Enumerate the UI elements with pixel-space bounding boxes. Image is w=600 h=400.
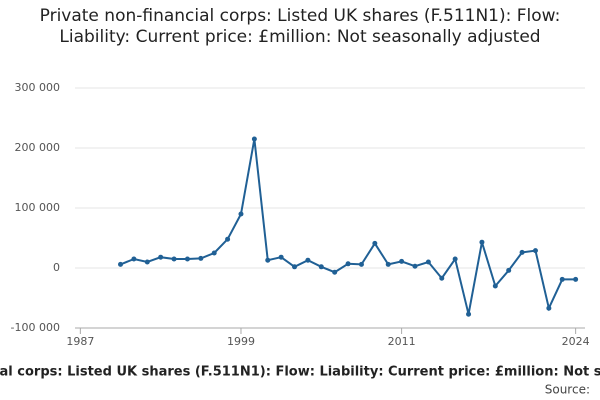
data-point bbox=[479, 239, 485, 245]
data-point bbox=[171, 256, 177, 262]
data-point bbox=[439, 275, 445, 281]
data-point bbox=[425, 259, 431, 265]
data-point bbox=[184, 256, 190, 262]
data-point bbox=[399, 258, 405, 264]
data-point bbox=[412, 263, 418, 269]
chart-title: Private non-financial corps: Listed UK s… bbox=[39, 6, 561, 47]
data-point bbox=[452, 256, 458, 262]
data-point bbox=[292, 264, 298, 270]
data-point bbox=[358, 261, 364, 267]
x-tick-label: 1999 bbox=[227, 335, 255, 348]
y-tick-label: 300 000 bbox=[15, 81, 61, 94]
data-point bbox=[546, 305, 552, 311]
data-point bbox=[332, 269, 338, 275]
data-point bbox=[144, 259, 150, 265]
y-tick-label: 100 000 bbox=[15, 201, 61, 214]
x-tick-label: 2024 bbox=[562, 335, 590, 348]
data-point bbox=[278, 254, 284, 260]
data-point bbox=[238, 211, 244, 217]
data-point bbox=[158, 254, 164, 260]
data-point bbox=[506, 267, 512, 273]
y-tick-label: -100 000 bbox=[11, 321, 60, 334]
data-point bbox=[345, 261, 351, 267]
y-tick-label: 200 000 bbox=[15, 141, 61, 154]
data-point bbox=[385, 261, 391, 267]
source: Source: bbox=[545, 383, 590, 397]
data-point bbox=[532, 248, 538, 254]
data-point bbox=[265, 257, 271, 263]
data-point bbox=[118, 261, 124, 267]
x-tick-label: 1987 bbox=[66, 335, 94, 348]
data-point bbox=[318, 264, 324, 270]
data-point bbox=[131, 256, 137, 262]
data-point bbox=[492, 283, 498, 289]
data-point bbox=[466, 311, 472, 317]
data-point bbox=[559, 276, 565, 282]
data-point bbox=[519, 249, 525, 255]
data-point bbox=[372, 240, 378, 246]
data-point bbox=[225, 236, 231, 242]
data-point bbox=[251, 136, 257, 142]
data-point bbox=[198, 255, 204, 261]
data-point bbox=[305, 257, 311, 263]
data-point bbox=[211, 250, 217, 256]
x-axis-label: Private non-financial corps: Listed UK s… bbox=[0, 365, 600, 380]
x-tick-label: 2011 bbox=[388, 335, 416, 348]
y-tick-label: 0 bbox=[53, 261, 60, 274]
data-point bbox=[573, 276, 579, 282]
data-line bbox=[120, 138, 576, 315]
